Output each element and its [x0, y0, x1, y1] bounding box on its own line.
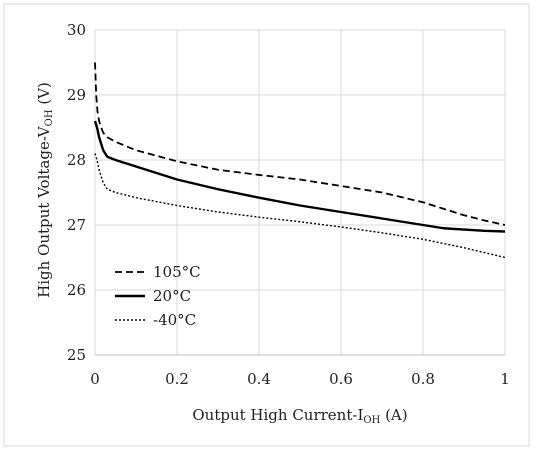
y-tick-label: 27 [67, 216, 86, 234]
legend: 105°C 20°C -40°C [115, 263, 201, 329]
x-tick-label: 1 [500, 370, 510, 388]
series-line-1 [94, 62, 506, 226]
y-axis-label: High Output Voltage-VOH (V) [35, 82, 55, 298]
x-tick-label: 0 [90, 370, 100, 388]
y-axis-label-main: High Output Voltage-V [35, 125, 53, 298]
series-line-2 [93, 120, 506, 233]
x-axis-label-main: Output High Current-I [192, 406, 363, 424]
series-line-3 [94, 153, 506, 259]
tick-labels: 0 0.2 0.4 0.6 0.8 1 25 26 27 28 29 30 [67, 21, 510, 388]
legend-label-1: 105°C [153, 263, 201, 281]
x-axis-label-subscript: OH [363, 415, 380, 426]
y-axis-label-subscript: OH [44, 109, 55, 126]
x-tick-label: 0.4 [247, 370, 271, 388]
y-axis-label-unit: (V) [35, 82, 53, 109]
x-axis-label: Output High Current-IOH (A) [192, 406, 407, 426]
legend-label-2: 20°C [153, 287, 191, 305]
y-tick-label: 29 [67, 86, 86, 104]
x-tick-label: 0.6 [329, 370, 353, 388]
x-tick-label: 0.2 [165, 370, 189, 388]
series-group [93, 62, 506, 259]
legend-label-3: -40°C [153, 311, 196, 329]
y-tick-label: 28 [67, 151, 86, 169]
y-tick-label: 26 [67, 281, 86, 299]
x-axis-label-unit: (A) [380, 406, 407, 424]
y-tick-label: 25 [67, 346, 86, 364]
y-tick-label: 30 [67, 21, 86, 39]
x-tick-label: 0.8 [411, 370, 435, 388]
